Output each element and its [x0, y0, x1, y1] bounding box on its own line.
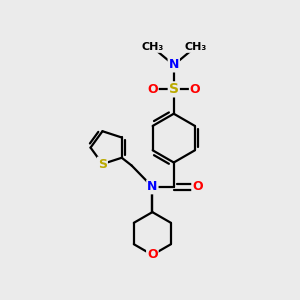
Text: O: O	[147, 83, 158, 96]
Text: O: O	[190, 83, 200, 96]
Text: N: N	[147, 180, 158, 194]
Text: O: O	[192, 180, 203, 194]
Text: S: S	[98, 158, 107, 170]
Text: CH₃: CH₃	[184, 42, 206, 52]
Text: S: S	[169, 82, 179, 96]
Text: N: N	[169, 58, 179, 71]
Text: CH₃: CH₃	[141, 42, 164, 52]
Text: O: O	[147, 248, 158, 261]
